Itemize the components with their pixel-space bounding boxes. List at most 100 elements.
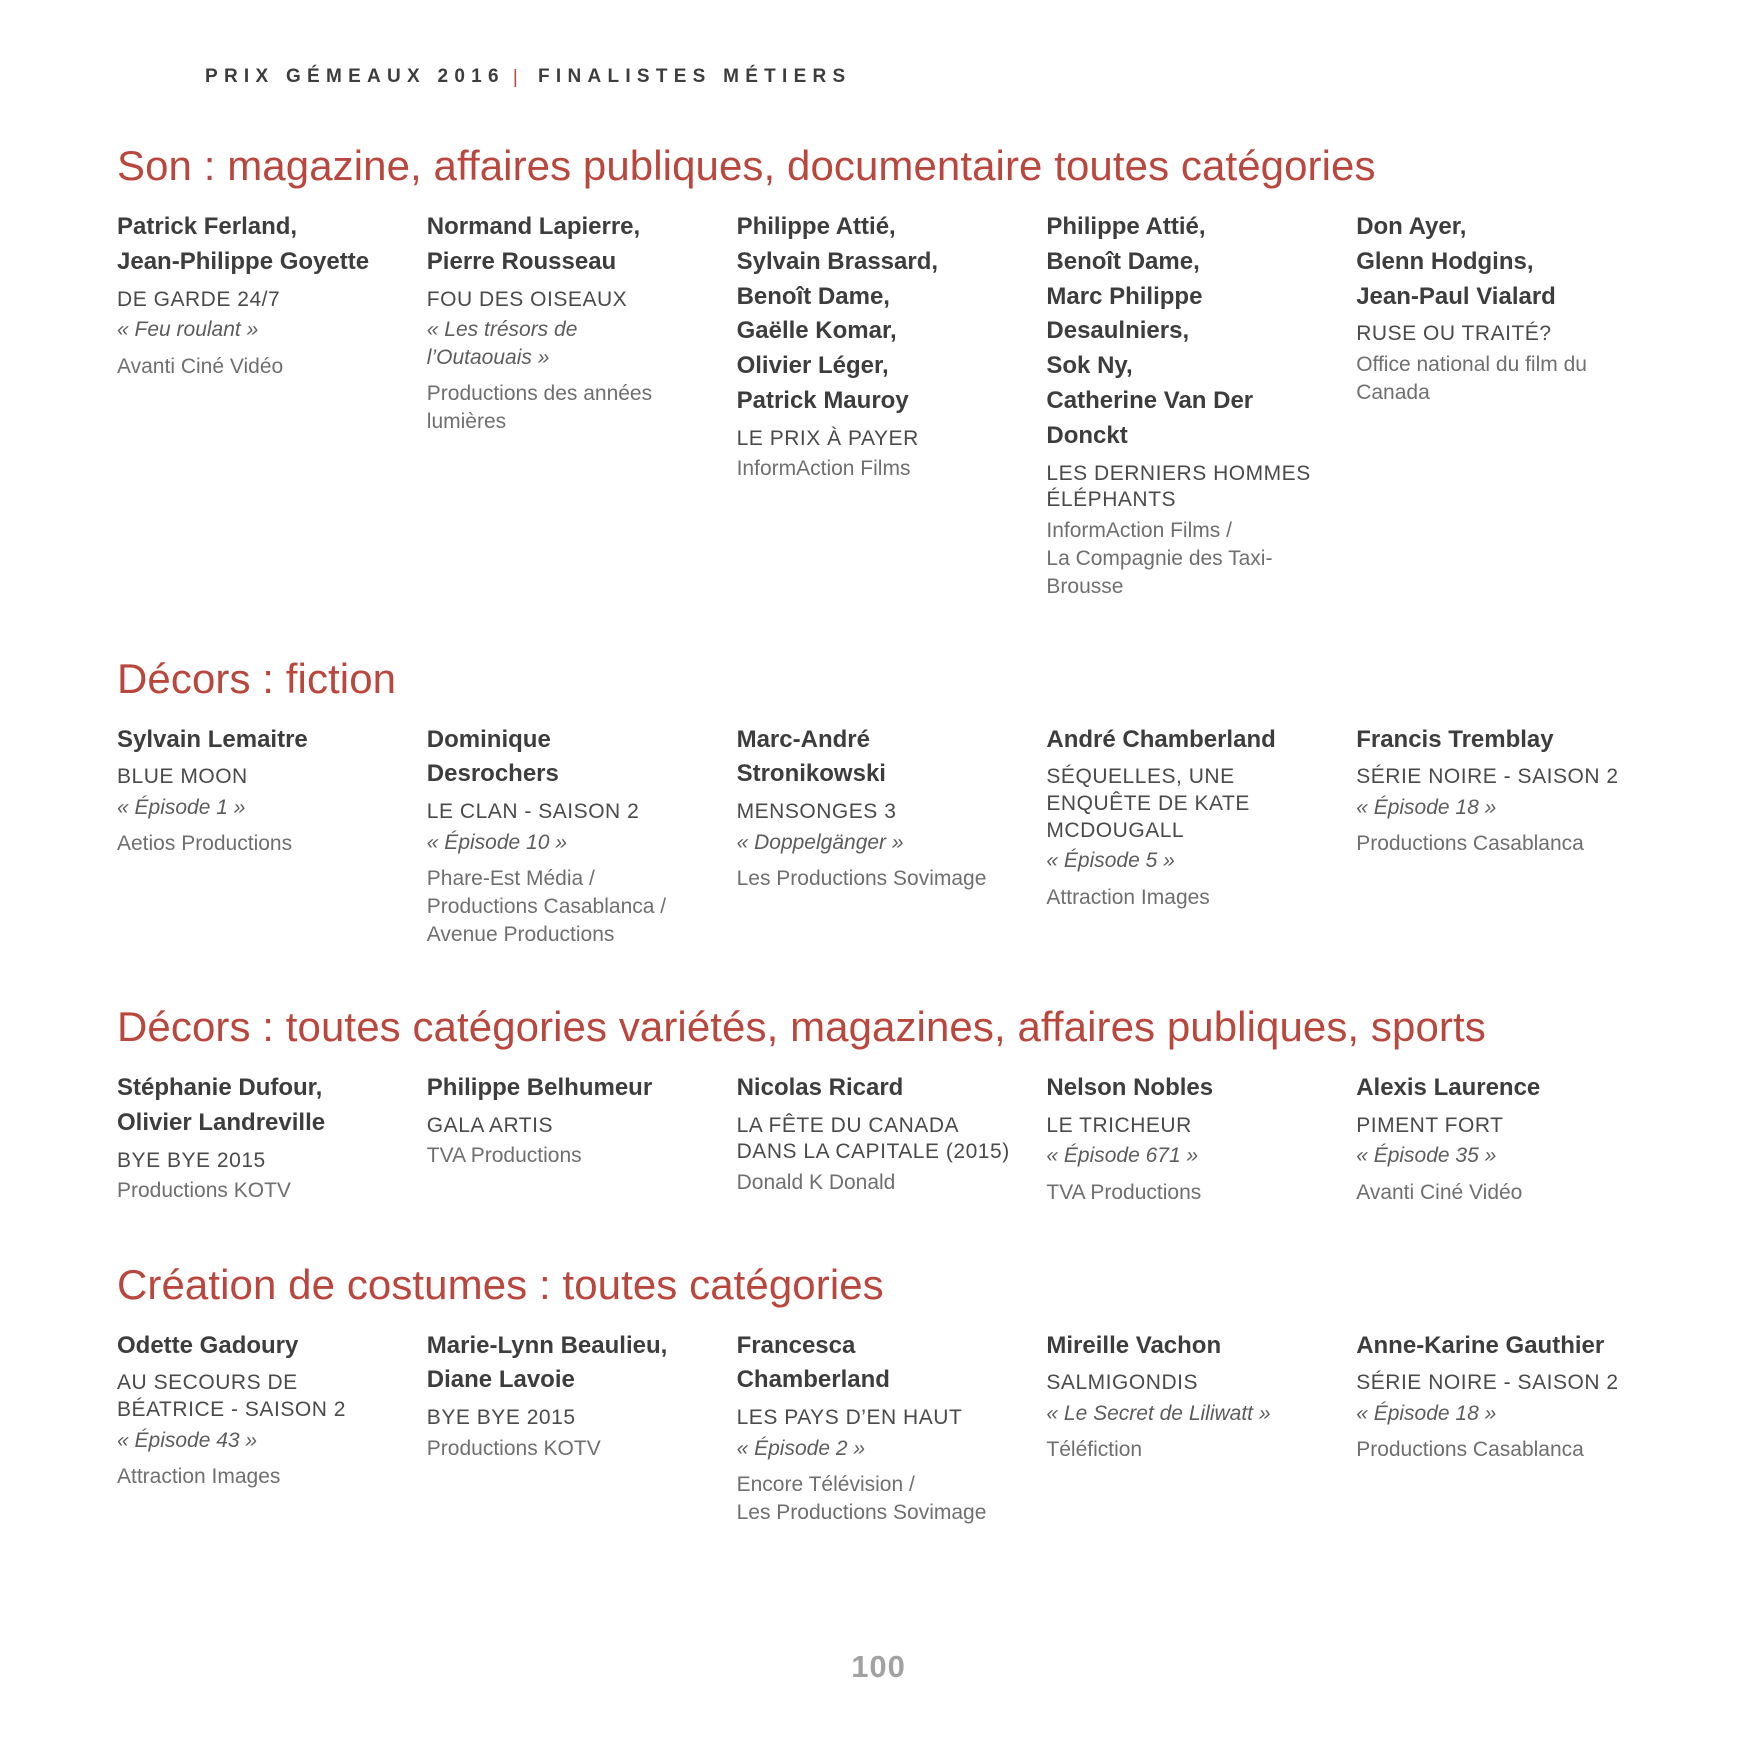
episode-label: « Épisode 18 » bbox=[1356, 796, 1497, 820]
section-title: Son : magazine, affaires publiques, docu… bbox=[117, 142, 1376, 189]
finalist-names: Francis Tremblay bbox=[1356, 725, 1554, 753]
episode-label: « Feu roulant » bbox=[117, 318, 259, 342]
finalist-names: Normand Lapierre, Pierre Rousseau bbox=[426, 213, 641, 275]
section-title: Décors : toutes catégories variétés, mag… bbox=[117, 1002, 1486, 1050]
production-company: TVA Productions bbox=[426, 1144, 582, 1168]
production-company: Productions KOTV bbox=[426, 1436, 601, 1460]
finalist-names: Anne-Karine Gauthier bbox=[1356, 1331, 1605, 1359]
finalist-names: Philippe Attié, Sylvain Brassard, Benoît… bbox=[736, 213, 939, 414]
finalist-names: Mireille Vachon bbox=[1046, 1331, 1222, 1359]
finalist-names: Nicolas Ricard bbox=[736, 1073, 904, 1101]
finalist-names: Marie-Lynn Beaulieu, Diane Lavoie bbox=[426, 1331, 668, 1394]
episode-label: « Épisode 43 » bbox=[117, 1428, 258, 1452]
episode-label: « Le Secret de Liliwatt » bbox=[1046, 1402, 1271, 1426]
document-header: PRIX GÉMEAUX 2016 | FINALISTES MÉTIERS bbox=[205, 66, 1640, 88]
show-title: LES DERNIERS HOMMES ÉLÉPHANTS bbox=[1046, 461, 1311, 512]
show-title: LE TRICHEUR bbox=[1046, 1113, 1192, 1137]
finalist-names: Philippe Attié, Benoît Dame, Marc Philip… bbox=[1046, 213, 1254, 449]
episode-label: « Doppelgänger » bbox=[736, 830, 904, 854]
finalist-entry: Marie-Lynn Beaulieu, Diane Lavoie BYE BY… bbox=[427, 1329, 711, 1463]
finalist-columns: Stéphanie Dufour, Olivier Landreville BY… bbox=[117, 1071, 1640, 1207]
show-title: LA FÊTE DU CANADA DANS LA CAPITALE (2015… bbox=[736, 1113, 1010, 1164]
show-title: LES PAYS D’EN HAUT bbox=[736, 1406, 963, 1430]
header-subtitle: FINALISTES MÉTIERS bbox=[538, 66, 852, 87]
finalist-entry: Philippe Belhumeur GALA ARTIS TVA Produc… bbox=[427, 1071, 711, 1170]
finalist-entry: Sylvain Lemaitre BLUE MOON « Épisode 1 »… bbox=[117, 723, 401, 859]
show-title: BYE BYE 2015 bbox=[117, 1148, 266, 1172]
document-page: PRIX GÉMEAUX 2016 | FINALISTES MÉTIERS Son… bbox=[117, 66, 1640, 1685]
show-title: DE GARDE 24/7 bbox=[117, 287, 281, 311]
finalist-entry: Dominique Desrochers LE CLAN - SAISON 2 … bbox=[427, 723, 711, 949]
finalist-names: Patrick Ferland, Jean-Philippe Goyette bbox=[117, 213, 370, 275]
finalist-entry: Francesca Chamberland LES PAYS D’EN HAUT… bbox=[737, 1329, 1021, 1527]
production-company: TVA Productions bbox=[1046, 1180, 1202, 1204]
finalist-entry: Normand Lapierre, Pierre Rousseau FOU DE… bbox=[427, 210, 711, 436]
finalist-names: Don Ayer, Glenn Hodgins, Jean-Paul Viala… bbox=[1356, 213, 1556, 310]
header-award-title: PRIX GÉMEAUX 2016 bbox=[205, 66, 505, 87]
finalist-names: André Chamberland bbox=[1046, 725, 1276, 753]
episode-label: « Épisode 5 » bbox=[1046, 849, 1175, 873]
production-company: Téléfiction bbox=[1046, 1438, 1143, 1462]
finalist-columns: Patrick Ferland, Jean-Philippe Goyette D… bbox=[117, 210, 1640, 601]
production-company: Productions Casablanca bbox=[1356, 1438, 1584, 1462]
production-company: Office national du film du Canada bbox=[1356, 353, 1587, 404]
production-company: Aetios Productions bbox=[117, 832, 293, 856]
production-company: Attraction Images bbox=[1046, 885, 1210, 909]
finalist-entry: Nelson Nobles LE TRICHEUR « Épisode 671 … bbox=[1046, 1071, 1330, 1207]
page-number: 100 bbox=[851, 1649, 906, 1685]
finalist-names: Dominique Desrochers bbox=[426, 725, 559, 788]
section-title: Création de costumes : toutes catégories bbox=[117, 1260, 884, 1308]
production-company: Productions des années lumières bbox=[426, 381, 653, 433]
show-title: SALMIGONDIS bbox=[1046, 1371, 1199, 1395]
section-title: Décors : fiction bbox=[117, 654, 397, 702]
finalist-entry: Marc-André Stronikowski MENSONGES 3 « Do… bbox=[737, 723, 1021, 893]
production-company: Attraction Images bbox=[117, 1465, 281, 1489]
finalist-entry: Odette Gadoury AU SECOURS DE BÉATRICE - … bbox=[117, 1329, 401, 1491]
show-title: LE CLAN - SAISON 2 bbox=[426, 800, 640, 824]
finalist-names: Stéphanie Dufour, Olivier Landreville bbox=[117, 1073, 326, 1136]
production-company: Avanti Ciné Vidéo bbox=[117, 354, 284, 378]
finalist-entry: Don Ayer, Glenn Hodgins, Jean-Paul Viala… bbox=[1356, 210, 1640, 407]
finalist-names: Francesca Chamberland bbox=[736, 1331, 890, 1394]
finalist-entry: Philippe Attié, Benoît Dame, Marc Philip… bbox=[1046, 210, 1330, 601]
show-title: SÉQUELLES, UNE ENQUÊTE DE KATE MCDOUGALL bbox=[1046, 765, 1250, 842]
finalist-columns: Odette Gadoury AU SECOURS DE BÉATRICE - … bbox=[117, 1329, 1640, 1527]
finalist-entry: Francis Tremblay SÉRIE NOIRE - SAISON 2 … bbox=[1356, 723, 1640, 859]
section-son: Son : magazine, affaires publiques, docu… bbox=[117, 142, 1640, 601]
finalist-entry: Patrick Ferland, Jean-Philippe Goyette D… bbox=[117, 210, 401, 380]
production-company: Les Productions Sovimage bbox=[736, 867, 987, 891]
finalist-names: Nelson Nobles bbox=[1046, 1073, 1214, 1101]
production-company: Avanti Ciné Vidéo bbox=[1356, 1180, 1523, 1204]
finalist-names: Philippe Belhumeur bbox=[426, 1073, 653, 1101]
section-costumes: Création de costumes : toutes catégories… bbox=[117, 1261, 1640, 1527]
show-title: GALA ARTIS bbox=[426, 1113, 554, 1137]
finalist-columns: Sylvain Lemaitre BLUE MOON « Épisode 1 »… bbox=[117, 723, 1640, 949]
production-company: Encore Télévision / Les Productions Sovi… bbox=[736, 1473, 987, 1525]
episode-label: « Épisode 18 » bbox=[1356, 1402, 1497, 1426]
production-company: Productions Casablanca bbox=[1356, 832, 1584, 856]
finalist-entry: Nicolas Ricard LA FÊTE DU CANADA DANS LA… bbox=[737, 1071, 1021, 1197]
finalist-entry: Philippe Attié, Sylvain Brassard, Benoît… bbox=[737, 210, 1021, 483]
finalist-entry: Anne-Karine Gauthier SÉRIE NOIRE - SAISO… bbox=[1356, 1329, 1640, 1465]
finalist-names: Odette Gadoury bbox=[117, 1331, 299, 1359]
section-decors-fiction: Décors : fiction Sylvain Lemaitre BLUE M… bbox=[117, 655, 1640, 949]
show-title: BYE BYE 2015 bbox=[426, 1406, 576, 1430]
production-company: InformAction Films / La Compagnie des Ta… bbox=[1046, 518, 1273, 598]
finalist-entry: Stéphanie Dufour, Olivier Landreville BY… bbox=[117, 1071, 401, 1205]
production-company: Productions KOTV bbox=[117, 1179, 291, 1203]
show-title: SÉRIE NOIRE - SAISON 2 bbox=[1356, 1371, 1619, 1395]
episode-label: « Épisode 35 » bbox=[1356, 1144, 1497, 1168]
finalist-names: Marc-André Stronikowski bbox=[736, 725, 886, 788]
episode-label: « Épisode 2 » bbox=[736, 1436, 866, 1460]
episode-label: « Les trésors de l’Outaouais » bbox=[426, 318, 578, 369]
finalist-entry: André Chamberland SÉQUELLES, UNE ENQUÊTE… bbox=[1046, 723, 1330, 912]
episode-label: « Épisode 10 » bbox=[426, 830, 567, 854]
show-title: MENSONGES 3 bbox=[736, 800, 897, 824]
production-company: Donald K Donald bbox=[736, 1171, 896, 1195]
episode-label: « Épisode 671 » bbox=[1046, 1144, 1199, 1168]
show-title: RUSE OU TRAITÉ? bbox=[1356, 322, 1552, 346]
show-title: FOU DES OISEAUX bbox=[426, 287, 628, 311]
show-title: AU SECOURS DE BÉATRICE - SAISON 2 bbox=[117, 1371, 346, 1422]
episode-label: « Épisode 1 » bbox=[117, 796, 246, 820]
show-title: SÉRIE NOIRE - SAISON 2 bbox=[1356, 765, 1619, 789]
